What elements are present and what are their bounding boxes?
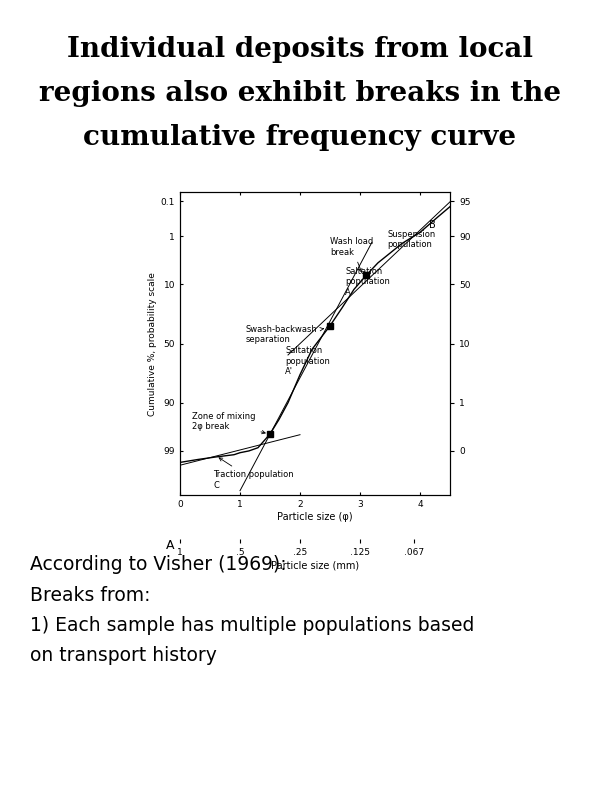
Text: According to Visher (1969):: According to Visher (1969): <box>30 555 287 574</box>
Text: regions also exhibit breaks in the: regions also exhibit breaks in the <box>39 80 561 107</box>
Text: B: B <box>429 220 436 230</box>
Text: on transport history: on transport history <box>30 646 217 666</box>
Text: Wash load
break: Wash load break <box>330 237 373 272</box>
Text: Breaks from:: Breaks from: <box>30 586 151 605</box>
Text: Zone of mixing
2φ break: Zone of mixing 2φ break <box>192 412 265 434</box>
Text: Saltation
population
A: Saltation population A <box>345 267 390 296</box>
X-axis label: Particle size (φ): Particle size (φ) <box>277 512 353 522</box>
Text: Individual deposits from local: Individual deposits from local <box>67 36 533 63</box>
Text: Suspension
population: Suspension population <box>387 230 435 249</box>
Text: cumulative frequency curve: cumulative frequency curve <box>83 124 517 151</box>
Text: Saltation
population
A': Saltation population A' <box>285 347 330 376</box>
Text: Swash-backwash
separation: Swash-backwash separation <box>246 324 323 344</box>
Text: Traction population
C: Traction population C <box>213 458 293 490</box>
Y-axis label: Cumulative %, probability scale: Cumulative %, probability scale <box>148 272 157 415</box>
X-axis label: Particle size (mm): Particle size (mm) <box>271 560 359 570</box>
Text: A: A <box>166 539 174 552</box>
Text: 1) Each sample has multiple populations based: 1) Each sample has multiple populations … <box>30 616 475 635</box>
